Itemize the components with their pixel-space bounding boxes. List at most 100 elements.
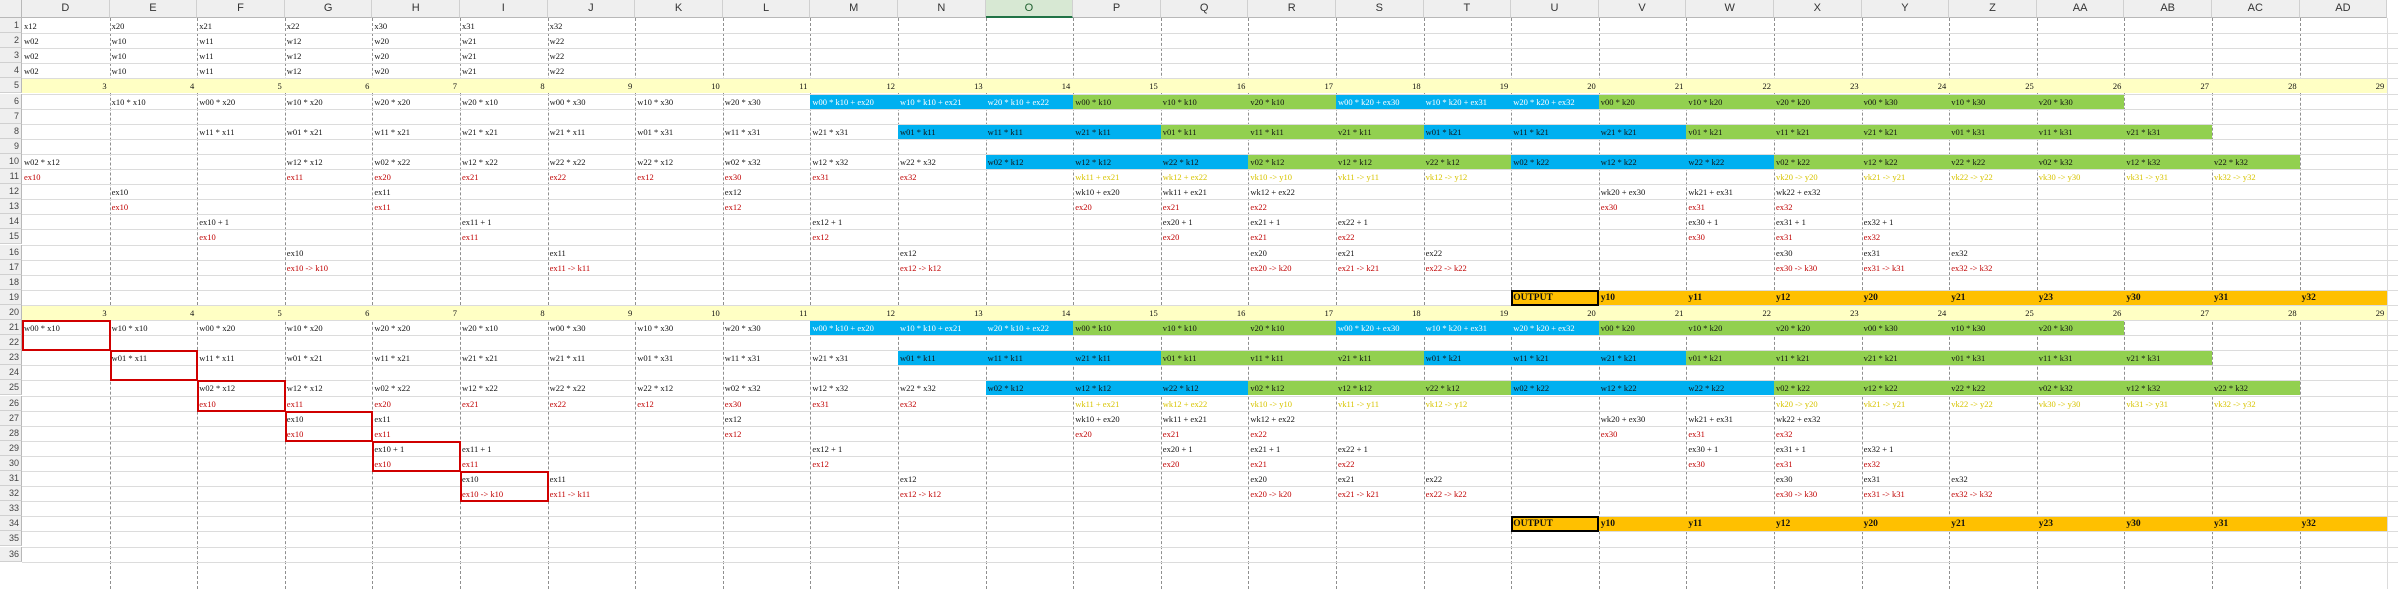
column-header-f[interactable]: F — [197, 0, 285, 18]
row-header-24[interactable]: 24 — [0, 365, 22, 381]
row-header-16[interactable]: 16 — [0, 244, 22, 260]
row-header-8[interactable]: 8 — [0, 123, 22, 139]
row-header-13[interactable]: 13 — [0, 199, 22, 215]
cell-r31: ex20 — [1250, 474, 1267, 484]
row-header-31[interactable]: 31 — [0, 471, 22, 487]
column-header-w[interactable]: W — [1686, 0, 1774, 18]
column-header-s[interactable]: S — [1336, 0, 1424, 18]
column-header-q[interactable]: Q — [1160, 0, 1249, 18]
row-header-29[interactable]: 29 — [0, 440, 22, 456]
column-header-j[interactable]: J — [547, 0, 636, 18]
cell-z23: v01 * k31 — [1951, 353, 1986, 364]
cell-ab8: v21 * k31 — [2126, 126, 2161, 137]
cell-z25: v22 * k22 — [1951, 383, 1986, 394]
cell-v27: wk20 + ex30 — [1600, 413, 1646, 424]
column-header-t[interactable]: T — [1423, 0, 1512, 18]
row-header-32[interactable]: 32 — [0, 486, 22, 502]
cell-n5: 13 — [974, 81, 983, 92]
row-header-19[interactable]: 19 — [0, 289, 22, 305]
cell-y20: 24 — [1937, 307, 1947, 318]
cell-d11: ex10 — [24, 172, 41, 182]
row-header-18[interactable]: 18 — [0, 274, 22, 290]
row-header-33[interactable]: 33 — [0, 501, 22, 517]
row-header-4[interactable]: 4 — [0, 63, 22, 79]
row-header-34[interactable]: 34 — [0, 516, 22, 532]
row-header-27[interactable]: 27 — [0, 410, 22, 426]
cell-x26: vk20 -> y20 — [1776, 398, 1818, 409]
cell-y19: y20 — [1863, 292, 1878, 303]
column-header-v[interactable]: V — [1598, 0, 1687, 18]
column-header-n[interactable]: N — [898, 0, 986, 18]
row-header-22[interactable]: 22 — [0, 335, 22, 351]
cell-x16: ex30 — [1776, 247, 1793, 258]
column-header-ad[interactable]: AD — [2299, 0, 2388, 18]
cell-aa10: v02 * k32 — [2038, 156, 2073, 167]
column-header-x[interactable]: X — [1774, 0, 1862, 18]
row-header-14[interactable]: 14 — [0, 214, 22, 230]
row-header-25[interactable]: 25 — [0, 380, 22, 396]
column-header-ac[interactable]: AC — [2212, 0, 2300, 18]
row-header-10[interactable]: 10 — [0, 153, 22, 169]
row-header-1[interactable]: 1 — [0, 18, 22, 34]
cell-y32: ex31 -> k31 — [1863, 489, 1905, 500]
cell-e20: 4 — [189, 307, 195, 318]
column-header-h[interactable]: H — [372, 0, 460, 18]
row-header-9[interactable]: 9 — [0, 138, 22, 154]
row-header-17[interactable]: 17 — [0, 259, 22, 275]
row-header-11[interactable]: 11 — [0, 169, 22, 185]
column-header-e[interactable]: E — [109, 0, 198, 18]
column-divider — [810, 18, 812, 589]
row-header-12[interactable]: 12 — [0, 184, 22, 200]
column-header-u[interactable]: U — [1511, 0, 1599, 18]
row-header-36[interactable]: 36 — [0, 546, 22, 562]
cell-s5: 18 — [1412, 81, 1421, 92]
row-header-7[interactable]: 7 — [0, 108, 22, 124]
column-header-ab[interactable]: AB — [2124, 0, 2212, 18]
column-header-k[interactable]: K — [635, 0, 723, 18]
cell-n25: w22 * x32 — [900, 383, 936, 394]
row-header-3[interactable]: 3 — [0, 48, 22, 64]
cell-g25: w12 * x12 — [286, 383, 323, 394]
cell-j6: w00 * x30 — [549, 96, 586, 107]
select-all-corner[interactable] — [0, 0, 22, 18]
cell-g26: ex11 — [286, 398, 304, 409]
row-header-2[interactable]: 2 — [0, 33, 22, 49]
column-header-aa[interactable]: AA — [2036, 0, 2125, 18]
column-header-i[interactable]: I — [460, 0, 548, 18]
column-header-r[interactable]: R — [1248, 0, 1336, 18]
column-header-m[interactable]: M — [810, 0, 898, 18]
row-header-21[interactable]: 21 — [0, 320, 22, 336]
cell-k6: w10 * x30 — [637, 96, 674, 107]
cell-s15: ex22 — [1338, 232, 1355, 243]
cell-v20: 21 — [1674, 307, 1684, 318]
row-header-23[interactable]: 23 — [0, 350, 22, 366]
row-header-35[interactable]: 35 — [0, 531, 22, 547]
row-header-28[interactable]: 28 — [0, 425, 22, 441]
row-header-20[interactable]: 20 — [0, 304, 22, 320]
cell-j17: ex11 -> k11 — [549, 262, 591, 273]
cell-i4: w21 — [462, 66, 477, 77]
row-header-30[interactable]: 30 — [0, 455, 22, 471]
row-header-5[interactable]: 5 — [0, 78, 22, 94]
row-header-15[interactable]: 15 — [0, 229, 22, 245]
cell-t20: 19 — [1499, 307, 1509, 318]
cell-s10: v12 * k12 — [1338, 156, 1372, 167]
column-header-y[interactable]: Y — [1861, 0, 1950, 18]
column-header-z[interactable]: Z — [1949, 0, 2037, 18]
row-header-26[interactable]: 26 — [0, 395, 22, 411]
column-header-g[interactable]: G — [284, 0, 373, 18]
cell-n10: w22 * x32 — [900, 156, 936, 167]
row-header-6[interactable]: 6 — [0, 93, 22, 109]
cell-x20: 23 — [1850, 307, 1859, 318]
fill-green — [1686, 351, 2212, 366]
cell-ac26: vk32 -> y32 — [2214, 398, 2256, 409]
column-header-o[interactable]: O — [985, 0, 1074, 18]
cell-z11: vk22 -> y22 — [1951, 172, 1993, 182]
cell-t26: vk12 -> y12 — [1425, 398, 1468, 409]
column-header-d[interactable]: D — [22, 0, 110, 18]
column-header-p[interactable]: P — [1073, 0, 1161, 18]
cell-v26: wk21 + ex31 — [1600, 398, 1646, 409]
column-header-l[interactable]: L — [722, 0, 811, 18]
fill-green — [1598, 321, 2125, 336]
